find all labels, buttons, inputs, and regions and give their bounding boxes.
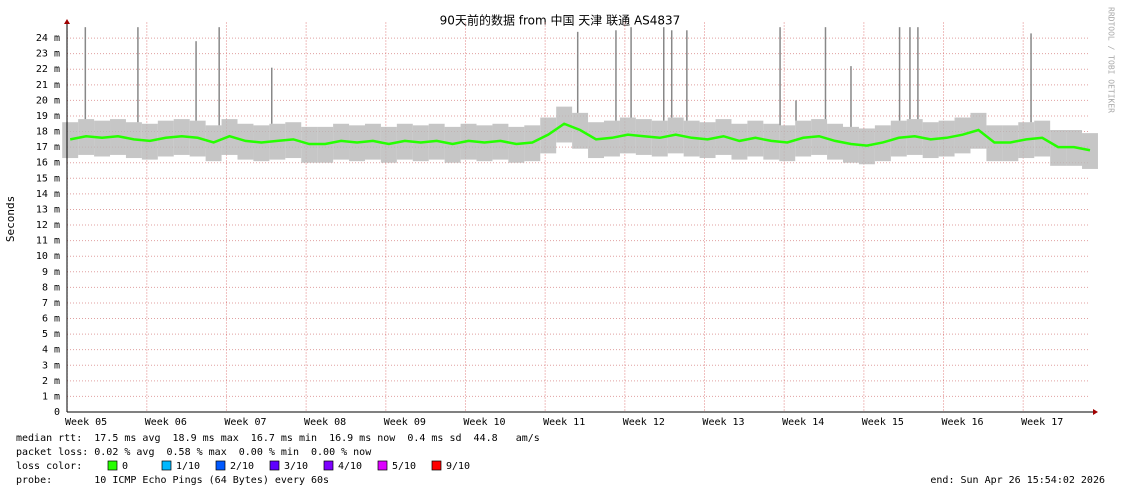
y-tick-label: 16 m bbox=[36, 158, 60, 169]
side-label: RRDTOOL / TOBI OETIKER bbox=[1107, 7, 1116, 113]
x-tick-label: Week 10 bbox=[463, 417, 505, 428]
y-tick-label: 2 m bbox=[42, 376, 60, 387]
loss-swatch bbox=[377, 460, 388, 471]
x-tick-label: Week 14 bbox=[782, 417, 824, 428]
x-tick-label: Week 17 bbox=[1021, 417, 1063, 428]
y-tick-label: 4 m bbox=[42, 345, 60, 356]
y-tick-label: 23 m bbox=[36, 49, 60, 60]
loss-label: loss color: bbox=[16, 461, 82, 472]
loss-label: 5/10 bbox=[392, 461, 416, 472]
y-tick-label: 8 m bbox=[42, 282, 60, 293]
y-tick-label: 1 m bbox=[42, 391, 60, 402]
x-tick-label: Week 08 bbox=[304, 417, 346, 428]
x-tick-label: Week 07 bbox=[224, 417, 266, 428]
x-tick-label: Week 06 bbox=[145, 417, 187, 428]
y-tick-label: 9 m bbox=[42, 267, 60, 278]
loss-swatch bbox=[107, 460, 118, 471]
x-arrow bbox=[1093, 409, 1098, 415]
plot bbox=[62, 22, 1098, 413]
end-time: end: Sun Apr 26 15:54:02 2026 bbox=[930, 475, 1105, 486]
x-tick-label: Week 12 bbox=[623, 417, 665, 428]
loss-label: 0 bbox=[122, 461, 128, 472]
y-tick-label: 11 m bbox=[36, 236, 60, 247]
y-tick-label: 22 m bbox=[36, 64, 60, 75]
chart-title: 90天前的数据 from 中国 天津 联通 AS4837 bbox=[440, 13, 681, 28]
y-tick-label: 18 m bbox=[36, 127, 60, 138]
y-tick-label: 6 m bbox=[42, 314, 60, 325]
loss-label: 9/10 bbox=[446, 461, 470, 472]
y-tick-label: 0 bbox=[54, 407, 60, 418]
y-axis-label: Seconds bbox=[4, 196, 17, 242]
x-tick-label: Week 05 bbox=[65, 417, 107, 428]
y-tick-label: 12 m bbox=[36, 220, 60, 231]
y-tick-label: 13 m bbox=[36, 204, 60, 215]
probe: probe: 10 ICMP Echo Pings (64 Bytes) eve… bbox=[16, 475, 329, 486]
y-tick-label: 17 m bbox=[36, 142, 60, 153]
legend-line: packet loss: 0.02 % avg 0.58 % max 0.00 … bbox=[16, 447, 372, 458]
x-tick-label: Week 11 bbox=[543, 417, 585, 428]
smoke bbox=[1082, 133, 1098, 169]
y-tick-label: 14 m bbox=[36, 189, 60, 200]
legend-line: median rtt: 17.5 ms avg 18.9 ms max 16.7… bbox=[16, 433, 540, 444]
x-tick-label: Week 09 bbox=[384, 417, 426, 428]
loss-swatch bbox=[215, 460, 226, 471]
y-tick-label: 20 m bbox=[36, 95, 60, 106]
loss-label: 1/10 bbox=[176, 461, 200, 472]
loss-swatch bbox=[323, 460, 334, 471]
y-arrow bbox=[64, 19, 70, 24]
y-tick-label: 15 m bbox=[36, 173, 60, 184]
loss-swatch bbox=[431, 460, 442, 471]
median-line bbox=[69, 122, 1091, 152]
loss-label: 2/10 bbox=[230, 461, 254, 472]
y-tick-label: 19 m bbox=[36, 111, 60, 122]
smoke bbox=[62, 122, 79, 159]
y-tick-label: 5 m bbox=[42, 329, 60, 340]
x-tick-label: Week 16 bbox=[941, 417, 983, 428]
y-tick-label: 10 m bbox=[36, 251, 60, 262]
loss-swatch bbox=[161, 460, 172, 471]
y-tick-label: 3 m bbox=[42, 360, 60, 371]
loss-label: 3/10 bbox=[284, 461, 308, 472]
y-tick-label: 21 m bbox=[36, 80, 60, 91]
loss-label: 4/10 bbox=[338, 461, 362, 472]
x-tick-label: Week 15 bbox=[862, 417, 904, 428]
y-tick-label: 24 m bbox=[36, 33, 60, 44]
x-tick-label: Week 13 bbox=[702, 417, 744, 428]
loss-swatch bbox=[269, 460, 280, 471]
y-tick-label: 7 m bbox=[42, 298, 60, 309]
